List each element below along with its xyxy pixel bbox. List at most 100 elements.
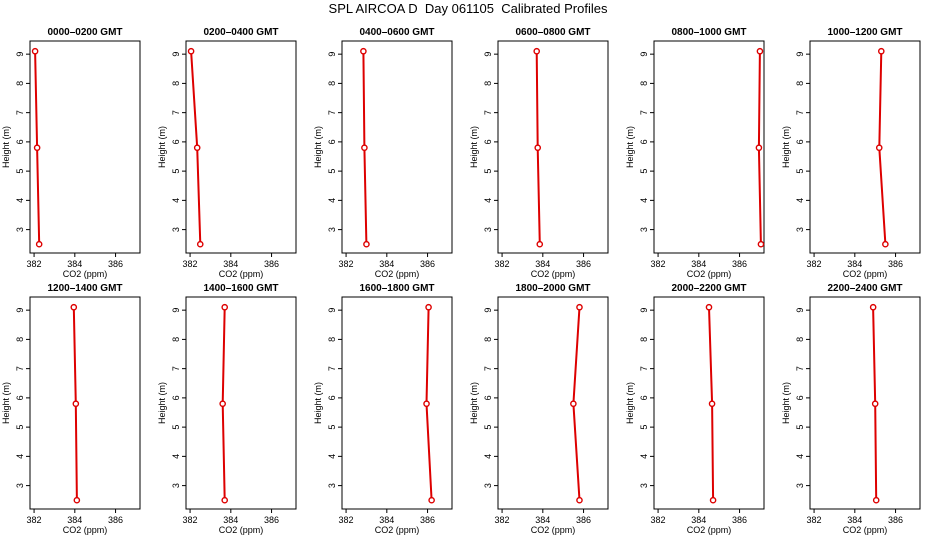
y-tick-label: 7 [795, 110, 805, 115]
data-point [755, 144, 763, 152]
figure-title: SPL AIRCOA D Day 061105 Calibrated Profi… [328, 1, 608, 16]
y-tick-label: 6 [327, 139, 337, 144]
panel-title: 0000–0200 GMT [47, 27, 122, 38]
plot-frame [341, 40, 453, 254]
x-tick-label: 384 [535, 515, 550, 525]
data-point [536, 240, 544, 248]
y-tick-label: 3 [171, 227, 181, 232]
x-tick-label: 382 [807, 259, 822, 269]
x-tick-label: 382 [183, 515, 198, 525]
plot-frame [653, 296, 765, 510]
y-axis-label: Height (m) [313, 382, 323, 424]
y-tick-label: 3 [483, 483, 493, 488]
y-tick-label: 8 [171, 81, 181, 86]
y-tick-label: 4 [171, 198, 181, 203]
y-tick-label: 9 [483, 308, 493, 313]
y-tick-label: 9 [15, 52, 25, 57]
y-tick-label: 8 [795, 81, 805, 86]
panel-title: 1400–1600 GMT [203, 283, 278, 294]
data-point [193, 144, 201, 152]
profile-panel-4: 0600–0800 GMT 382 384 386 3 4 5 6 7 8 9 CO2 (ppm) He… [469, 27, 609, 279]
x-axis-label: CO2 (ppm) [375, 269, 420, 279]
plot-frame [497, 296, 609, 510]
panel-title: 1800–2000 GMT [515, 283, 590, 294]
profile-panel-3: 0400–0600 GMT 382 384 386 3 4 5 6 7 8 9 CO2 (ppm) He… [313, 27, 453, 279]
x-axis-label: CO2 (ppm) [375, 525, 420, 535]
y-tick-label: 5 [171, 169, 181, 174]
y-tick-label: 7 [327, 366, 337, 371]
panel-title: 1600–1800 GMT [359, 283, 434, 294]
data-point [361, 144, 368, 152]
panel-title: 1000–1200 GMT [827, 27, 902, 38]
x-tick-label: 386 [888, 259, 903, 269]
x-tick-label: 386 [264, 515, 279, 525]
data-point [72, 400, 80, 408]
x-tick-label: 386 [732, 515, 747, 525]
y-tick-label: 7 [483, 110, 493, 115]
y-tick-label: 3 [171, 483, 181, 488]
y-axis-label: Height (m) [781, 382, 791, 424]
x-tick-label: 382 [807, 515, 822, 525]
y-tick-label: 7 [795, 366, 805, 371]
y-axis-label: Height (m) [313, 126, 323, 168]
plot-frame [185, 296, 297, 510]
y-tick-label: 8 [639, 337, 649, 342]
y-tick-label: 8 [327, 81, 337, 86]
x-tick-label: 382 [651, 259, 666, 269]
x-tick-label: 386 [888, 515, 903, 525]
profile-panel-10: 1800–2000 GMT 382 384 386 3 4 5 6 7 8 9 CO2 (ppm) He… [469, 283, 609, 535]
data-point [221, 496, 229, 504]
panel-title: 1200–1400 GMT [47, 283, 122, 294]
profile-panel-2: 0200–0400 GMT 382 384 386 3 4 5 6 7 8 9 CO2 (ppm) He… [157, 27, 297, 279]
y-tick-label: 3 [327, 227, 337, 232]
data-point [875, 144, 883, 152]
y-tick-label: 9 [795, 308, 805, 313]
x-tick-label: 382 [339, 259, 354, 269]
plot-frame [185, 40, 297, 254]
x-tick-label: 382 [183, 259, 198, 269]
y-tick-label: 5 [15, 169, 25, 174]
x-tick-label: 386 [576, 515, 591, 525]
y-tick-label: 7 [483, 366, 493, 371]
data-point [705, 303, 713, 311]
y-tick-label: 9 [15, 308, 25, 313]
y-tick-label: 3 [795, 483, 805, 488]
x-tick-label: 384 [379, 515, 394, 525]
profile-panel-1: 0000–0200 GMT 382 384 386 3 4 5 6 7 8 9 CO2 (ppm) He… [1, 27, 141, 279]
y-tick-label: 7 [639, 366, 649, 371]
data-point [756, 47, 764, 55]
x-tick-label: 384 [847, 515, 862, 525]
data-point [882, 240, 889, 248]
y-tick-label: 9 [171, 52, 181, 57]
data-point [35, 240, 43, 248]
y-tick-label: 5 [795, 425, 805, 430]
profile-panel-12: 2200–2400 GMT 382 384 386 3 4 5 6 7 8 9 CO2 (ppm) He… [781, 283, 921, 535]
profile-panel-8: 1400–1600 GMT 382 384 386 3 4 5 6 7 8 9 CO2 (ppm) He… [157, 283, 297, 535]
x-axis-label: CO2 (ppm) [843, 525, 888, 535]
data-point [425, 303, 432, 311]
x-tick-label: 386 [420, 259, 435, 269]
y-axis-label: Height (m) [1, 382, 11, 424]
y-tick-label: 4 [15, 454, 25, 459]
x-axis-label: CO2 (ppm) [687, 269, 732, 279]
data-point [708, 400, 716, 408]
x-tick-label: 382 [495, 515, 510, 525]
data-point [576, 496, 583, 504]
y-tick-label: 3 [15, 227, 25, 232]
data-point [187, 47, 195, 55]
x-tick-label: 384 [67, 259, 82, 269]
x-tick-label: 384 [379, 259, 394, 269]
y-tick-label: 8 [483, 337, 493, 342]
profile-panel-7: 1200–1400 GMT 382 384 386 3 4 5 6 7 8 9 CO2 (ppm) He… [1, 283, 141, 535]
y-tick-label: 6 [15, 139, 25, 144]
y-tick-label: 8 [327, 337, 337, 342]
data-point [221, 303, 229, 311]
y-tick-label: 5 [639, 425, 649, 430]
panel-title: 0200–0400 GMT [203, 27, 278, 38]
y-tick-label: 6 [483, 139, 493, 144]
y-tick-label: 9 [327, 308, 337, 313]
y-tick-label: 9 [639, 52, 649, 57]
x-axis-label: CO2 (ppm) [687, 525, 732, 535]
y-tick-label: 6 [795, 395, 805, 400]
